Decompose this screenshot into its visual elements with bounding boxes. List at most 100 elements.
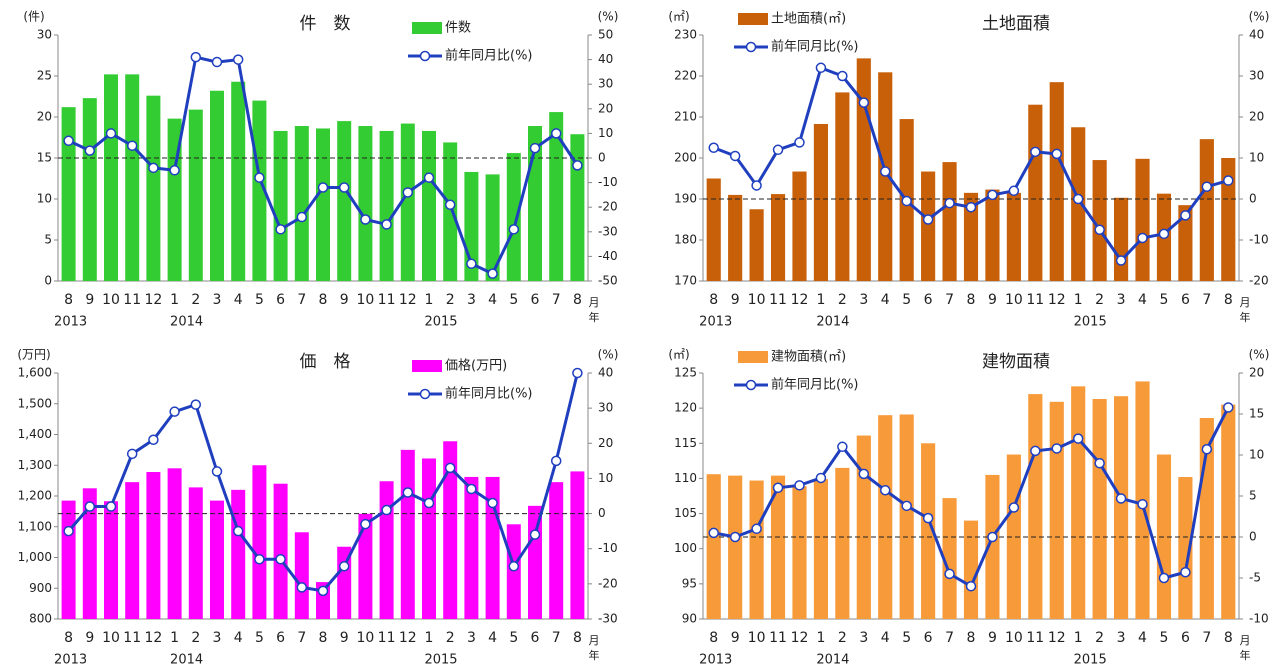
bar — [1092, 160, 1107, 281]
x-unit: 年 — [1240, 310, 1251, 324]
marker — [296, 211, 308, 223]
y-tick-label: 110 — [674, 471, 697, 485]
chart: 価 格 (万円) (%) 800 900 1,000 1,100 1,200 1,300 1,40… — [17, 348, 618, 668]
bar — [792, 486, 807, 619]
bar — [294, 126, 309, 282]
x-tick-label: 5 — [255, 292, 264, 308]
marker — [901, 195, 912, 207]
x-tick-label: 7 — [297, 292, 306, 308]
y2-tick-label: 0 — [1249, 530, 1257, 544]
bar — [856, 58, 871, 282]
x-unit: 月 — [589, 296, 600, 309]
marker — [1201, 181, 1213, 192]
marker — [922, 214, 934, 225]
marker — [1158, 572, 1170, 584]
y2-tick-label: 0 — [1249, 192, 1257, 206]
x-tick-label: 8 — [319, 630, 328, 646]
x-tick-label: 10 — [356, 630, 374, 646]
marker — [423, 497, 435, 509]
x-tick-label: 6 — [276, 630, 285, 646]
bar — [1221, 404, 1236, 619]
x-tick-label: 4 — [488, 292, 497, 308]
x-tick-label: 1 — [816, 292, 825, 308]
marker — [148, 162, 159, 174]
bar — [104, 501, 118, 619]
x-tick-label: 10 — [1005, 630, 1023, 646]
bar — [379, 481, 394, 619]
y2-tick-label: 0 — [598, 151, 606, 165]
bar — [792, 171, 807, 281]
bar — [61, 107, 76, 281]
y2-tick-label: 10 — [598, 471, 613, 485]
bar — [443, 142, 458, 281]
bar — [899, 414, 914, 619]
y-tick-label: 1,200 — [18, 489, 52, 503]
y2-tick-label: 40 — [598, 366, 613, 380]
x-tick-label: 2 — [1095, 292, 1104, 308]
marker — [105, 501, 117, 512]
y-tick-label: 180 — [674, 233, 697, 247]
marker — [275, 554, 286, 565]
y2-tick-label: 20 — [1249, 110, 1264, 124]
x-tick-label: 1 — [425, 630, 434, 646]
bar — [188, 109, 203, 282]
marker — [381, 504, 392, 516]
chart: 件 数(件) (%)051015202530-50-40-30-20-100102… — [23, 10, 618, 330]
bar — [231, 489, 246, 619]
marker — [126, 448, 138, 460]
x-group-label: 2014 — [170, 315, 203, 330]
x-tick-label: 10 — [356, 292, 374, 308]
marker — [148, 434, 159, 446]
marker — [794, 480, 805, 491]
bar — [82, 98, 97, 281]
bar — [835, 467, 850, 619]
marker — [84, 145, 96, 156]
bar — [231, 81, 246, 282]
x-tick-label: 10 — [102, 292, 120, 308]
bar — [570, 471, 585, 619]
marker — [381, 219, 392, 230]
x-tick-label: 10 — [1005, 292, 1023, 308]
marker — [487, 497, 498, 509]
marker — [965, 201, 977, 213]
bar — [1071, 386, 1086, 619]
y2-tick-label: 30 — [1249, 69, 1264, 83]
bar — [167, 468, 182, 619]
y-tick-label: 90 — [682, 612, 697, 626]
marker — [965, 580, 977, 592]
x-tick-label: 5 — [509, 292, 518, 308]
marker — [729, 150, 741, 162]
marker — [254, 172, 265, 183]
y2-tick-label: 15 — [1249, 407, 1264, 421]
bar — [1114, 197, 1129, 281]
y-tick-label: 30 — [37, 28, 52, 42]
bar — [422, 458, 436, 619]
x-group-label: 2014 — [170, 653, 203, 668]
x-tick-label: 11 — [378, 292, 396, 308]
marker — [275, 224, 286, 235]
x-tick-label: 4 — [488, 630, 497, 646]
x-tick-label: 3 — [467, 630, 476, 646]
bar — [813, 479, 828, 619]
x-tick-label: 8 — [709, 292, 718, 308]
legend-label: 前年同月比(%) — [445, 386, 533, 402]
legend-marker — [745, 41, 757, 53]
bar — [1049, 401, 1064, 619]
marker — [772, 482, 784, 494]
marker — [232, 54, 244, 65]
y2-tick-label: -20 — [598, 576, 618, 590]
x-tick-label: 3 — [467, 292, 476, 308]
bar — [252, 465, 267, 619]
x-tick-label: 10 — [102, 630, 120, 646]
marker — [508, 561, 520, 572]
x-tick-label: 8 — [709, 630, 718, 646]
x-tick-label: 7 — [552, 292, 561, 308]
legend-swatch — [738, 351, 768, 363]
legend-marker — [419, 388, 431, 400]
y2-unit: (%) — [1249, 348, 1270, 362]
x-group-label: 2014 — [816, 315, 849, 330]
marker — [550, 455, 562, 467]
y2-tick-label: -5 — [1249, 571, 1261, 585]
